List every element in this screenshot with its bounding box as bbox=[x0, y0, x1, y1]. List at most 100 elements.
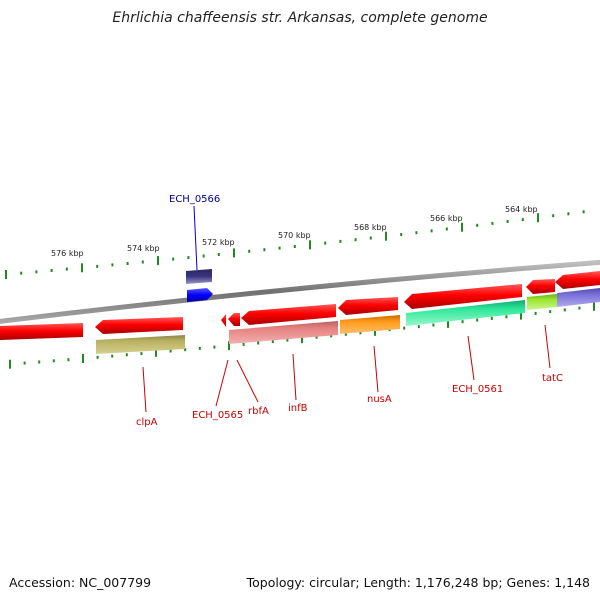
scale-label-572: 572 kbp bbox=[202, 238, 235, 247]
gene-label-ECH_0565[interactable]: ECH_0565 bbox=[192, 410, 243, 421]
minor-tick bbox=[140, 352, 143, 356]
gene-label-infB[interactable]: infB bbox=[288, 403, 308, 414]
minor-tick bbox=[184, 348, 187, 352]
minor-tick bbox=[476, 318, 479, 322]
cds-left-edge[interactable] bbox=[0, 323, 83, 340]
minor-tick bbox=[476, 223, 479, 227]
minor-tick bbox=[202, 254, 205, 258]
major-tick bbox=[233, 248, 235, 258]
gene-label-ECH_0566[interactable]: ECH_0566 bbox=[169, 194, 220, 205]
inner-scale-ticks bbox=[9, 301, 595, 369]
minor-tick bbox=[242, 342, 245, 346]
gene-label-ECH_0561[interactable]: ECH_0561 bbox=[452, 384, 503, 395]
minor-tick bbox=[315, 335, 318, 339]
major-tick bbox=[9, 359, 11, 369]
ECH_0565-connector bbox=[215, 359, 229, 407]
gene-label-tatC[interactable]: tatC bbox=[542, 373, 563, 384]
ECH_0565-cds[interactable] bbox=[221, 314, 226, 327]
minor-tick bbox=[521, 218, 524, 222]
infB-feature[interactable] bbox=[229, 321, 338, 344]
minor-tick bbox=[271, 340, 274, 344]
genome-backbone bbox=[0, 259, 600, 324]
minor-tick bbox=[293, 245, 296, 248]
minor-tick bbox=[67, 358, 70, 362]
minor-tick bbox=[445, 227, 448, 231]
outer-scale-ticks bbox=[5, 210, 585, 279]
major-tick bbox=[301, 334, 303, 344]
major-tick bbox=[309, 240, 311, 250]
major-tick bbox=[157, 256, 159, 266]
minor-tick bbox=[354, 238, 357, 242]
minor-tick bbox=[172, 257, 175, 261]
tatC-cds[interactable] bbox=[526, 279, 555, 294]
minor-tick bbox=[567, 212, 570, 216]
minor-tick bbox=[344, 332, 347, 336]
major-tick bbox=[385, 231, 387, 241]
minor-tick bbox=[578, 306, 581, 310]
major-tick bbox=[82, 354, 84, 363]
ECH_0561-cds[interactable] bbox=[404, 284, 522, 309]
gene-label-rbfA[interactable]: rbfA bbox=[248, 406, 269, 417]
scale-labels: 576 kbp 574 kbp 572 kbp 570 kbp 568 kbp … bbox=[51, 205, 538, 258]
scale-label-564: 564 kbp bbox=[505, 205, 538, 214]
minor-tick bbox=[96, 355, 99, 359]
minor-tick bbox=[126, 262, 129, 265]
minor-tick bbox=[50, 269, 53, 272]
ECH_0566-connector bbox=[193, 205, 198, 271]
minor-tick bbox=[432, 323, 435, 327]
minor-tick bbox=[96, 264, 99, 268]
minor-tick bbox=[324, 241, 327, 245]
minor-tick bbox=[35, 270, 38, 274]
minor-tick bbox=[549, 310, 552, 314]
minor-tick bbox=[506, 220, 509, 223]
clpA-connector bbox=[142, 366, 147, 413]
nusA-cds[interactable] bbox=[338, 297, 398, 315]
label-connectors bbox=[142, 205, 551, 413]
minor-tick bbox=[111, 263, 114, 267]
minor-tick bbox=[141, 260, 144, 264]
major-tick bbox=[461, 222, 463, 232]
minor-tick bbox=[248, 249, 251, 253]
tatC-connector bbox=[544, 324, 551, 369]
minor-tick bbox=[125, 353, 128, 357]
major-tick bbox=[228, 341, 230, 351]
minor-tick bbox=[490, 316, 493, 320]
minor-tick bbox=[582, 210, 585, 214]
gene-label-nusA[interactable]: nusA bbox=[367, 394, 392, 405]
scale-label-576: 576 kbp bbox=[51, 249, 84, 258]
minor-tick bbox=[369, 236, 372, 240]
ECH_0561-feature[interactable] bbox=[406, 300, 525, 326]
nusA-connector bbox=[373, 345, 379, 393]
scale-label-566: 566 kbp bbox=[430, 214, 463, 223]
minor-tick bbox=[38, 360, 41, 364]
blue-gene-feature[interactable] bbox=[187, 288, 213, 302]
minor-tick bbox=[505, 315, 508, 319]
gene-label-clpA[interactable]: clpA bbox=[136, 417, 158, 428]
minor-tick bbox=[257, 341, 260, 345]
rbfA-cds[interactable] bbox=[228, 313, 240, 326]
clpA-cds[interactable] bbox=[95, 317, 183, 334]
major-tick bbox=[374, 326, 376, 336]
minor-tick bbox=[359, 331, 362, 335]
minor-tick bbox=[534, 311, 537, 315]
tatC-feature[interactable] bbox=[527, 294, 557, 310]
minor-tick bbox=[417, 325, 420, 329]
clpA-feature[interactable] bbox=[96, 335, 185, 354]
lavender-feature[interactable] bbox=[557, 288, 600, 307]
minor-tick bbox=[278, 246, 281, 250]
infB-cds[interactable] bbox=[241, 304, 336, 325]
cds-right-edge[interactable] bbox=[555, 271, 600, 289]
scale-label-570: 570 kbp bbox=[278, 231, 311, 240]
minor-tick bbox=[217, 253, 220, 256]
minor-tick bbox=[169, 349, 172, 353]
minor-tick bbox=[415, 231, 418, 235]
topology-text: Topology: circular; Length: 1,176,248 bp… bbox=[246, 575, 590, 590]
major-tick bbox=[447, 318, 449, 328]
infB-connector bbox=[292, 353, 297, 401]
minor-tick bbox=[563, 308, 566, 312]
ECH_0566-feature[interactable] bbox=[186, 269, 212, 284]
nusA-feature[interactable] bbox=[340, 315, 400, 334]
accession-text: Accession: NC_007799 bbox=[9, 575, 152, 590]
minor-tick bbox=[187, 256, 190, 260]
